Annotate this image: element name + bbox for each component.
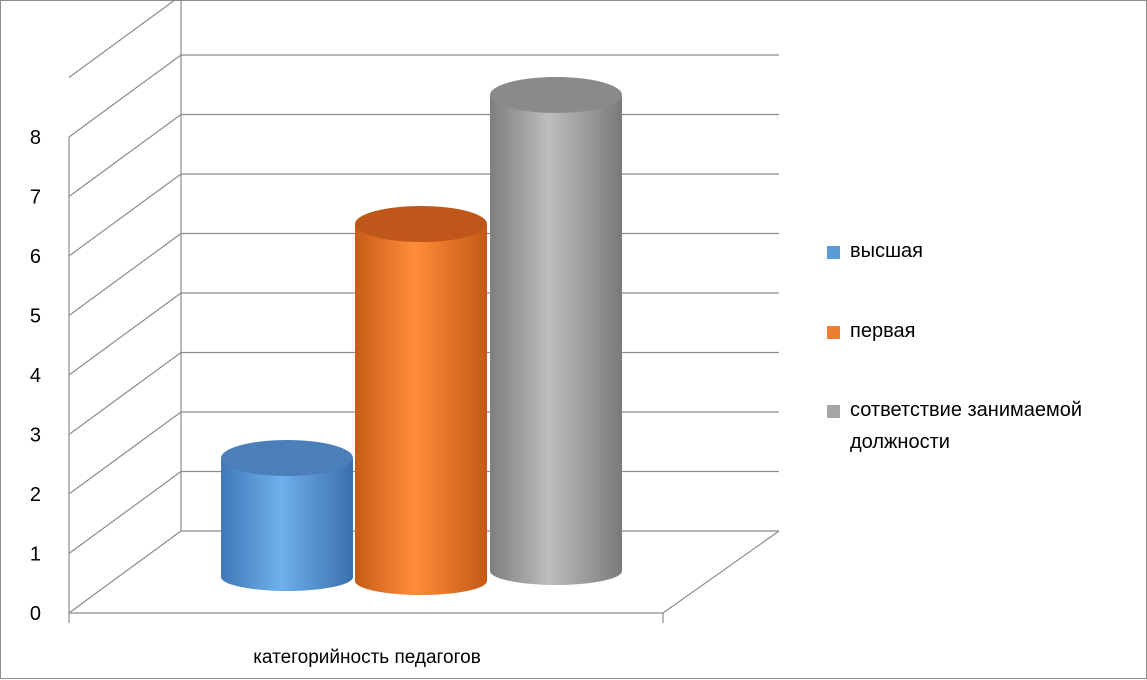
legend-label: сответствие занимаемой должности xyxy=(850,399,1082,453)
bar-body xyxy=(355,224,487,595)
side-gridline xyxy=(68,54,182,138)
side-gridline xyxy=(68,1,175,78)
y-tick-label: 0 xyxy=(30,603,41,625)
side-gridline xyxy=(68,292,182,376)
bar-body xyxy=(490,95,622,585)
bar-top xyxy=(355,206,487,242)
legend-label-line: сответствие занимаемой xyxy=(850,399,1082,421)
side-gridline xyxy=(68,173,182,257)
y-tick-label: 3 xyxy=(30,425,41,447)
legend-label: высшая xyxy=(850,240,923,262)
legend-swatch xyxy=(827,405,840,418)
bar-top xyxy=(221,440,353,476)
legend-swatch xyxy=(827,326,840,339)
floor-right-edge xyxy=(662,530,780,614)
side-gridline xyxy=(68,530,182,614)
y-tick-label: 4 xyxy=(30,365,41,387)
y-tick-label: 2 xyxy=(30,484,41,506)
y-tick-label: 8 xyxy=(30,127,41,149)
side-gridline xyxy=(68,114,182,197)
legend-label: первая xyxy=(850,320,915,342)
y-tick-label: 6 xyxy=(30,246,41,268)
y-tick-label: 7 xyxy=(30,187,41,209)
side-gridline xyxy=(68,471,182,554)
bar xyxy=(490,77,622,585)
bar xyxy=(221,440,353,591)
x-category-label: категорийность педагогов xyxy=(253,647,481,668)
side-gridline xyxy=(68,411,182,495)
side-gridline xyxy=(68,233,182,316)
bar-body xyxy=(221,458,353,591)
bar xyxy=(355,206,487,595)
legend-label-line: должности xyxy=(850,431,950,453)
legend-swatch xyxy=(827,246,840,259)
bar-top xyxy=(490,77,622,113)
side-gridline xyxy=(68,352,182,435)
y-tick-label: 1 xyxy=(30,544,41,566)
y-tick-label: 5 xyxy=(30,306,41,328)
